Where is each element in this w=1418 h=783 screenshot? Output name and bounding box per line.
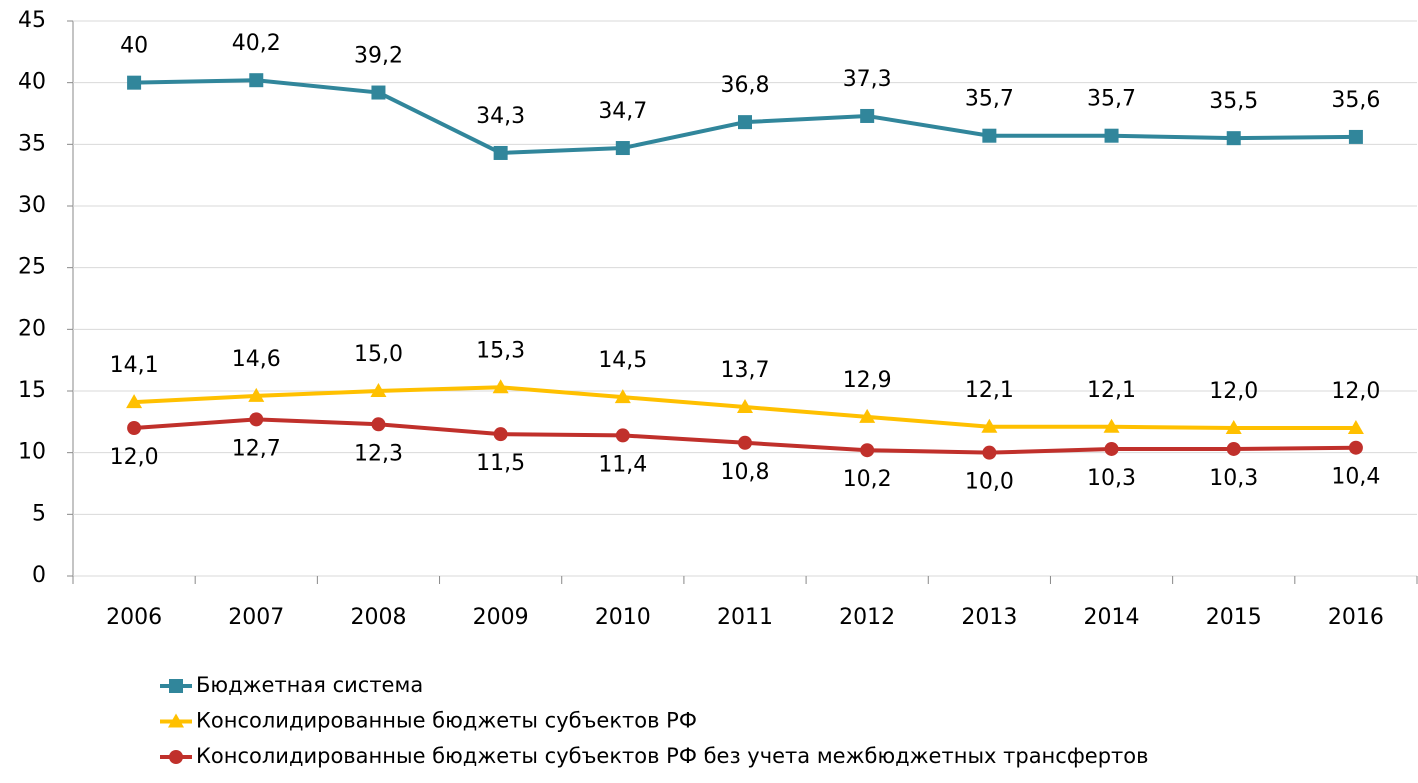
data-label: 39,2: [354, 44, 403, 69]
marker: [493, 427, 508, 442]
marker: [859, 408, 876, 423]
data-label: 40: [120, 34, 148, 59]
marker: [371, 85, 386, 100]
y-tick-label: 10: [18, 440, 46, 465]
marker: [737, 399, 753, 414]
data-label: 14,6: [232, 347, 281, 372]
legend-label: Консолидированные бюджеты субъектов РФ: [196, 709, 697, 733]
x-tick-label: 2013: [961, 605, 1017, 630]
data-label: 12,0: [1331, 379, 1380, 404]
y-tick-label: 30: [18, 193, 46, 218]
data-label: 12,7: [232, 436, 281, 461]
marker: [981, 418, 998, 433]
marker: [1347, 420, 1364, 434]
marker: [493, 145, 508, 160]
x-tick-label: 2014: [1084, 605, 1140, 630]
marker: [738, 435, 752, 450]
y-tick-label: 15: [18, 378, 46, 403]
data-label: 12,9: [843, 368, 892, 393]
data-label: 37,3: [843, 67, 892, 92]
marker: [127, 75, 142, 90]
y-tick-label: 45: [18, 8, 46, 33]
data-label: 10,8: [721, 460, 770, 485]
x-tick-label: 2015: [1206, 605, 1262, 630]
y-tick-label: 25: [18, 255, 46, 280]
data-label: 12,0: [110, 445, 159, 470]
x-tick-label: 2010: [595, 605, 651, 630]
marker: [370, 383, 387, 397]
marker: [615, 428, 630, 443]
marker: [492, 379, 509, 394]
y-tick-label: 5: [32, 501, 46, 526]
data-label: 12,3: [354, 441, 403, 466]
data-label: 34,3: [476, 104, 525, 129]
data-label: 12,1: [1087, 378, 1136, 403]
data-label: 14,5: [598, 348, 647, 373]
marker: [1104, 441, 1119, 456]
marker: [249, 73, 264, 88]
data-label: 35,7: [965, 87, 1014, 112]
x-tick-label: 2016: [1328, 605, 1384, 630]
marker: [615, 141, 630, 156]
data-label: 10,0: [965, 470, 1014, 495]
marker: [1103, 418, 1120, 433]
data-label: 10,4: [1331, 465, 1380, 490]
data-label: 15,0: [354, 342, 403, 367]
data-label: 11,5: [476, 451, 525, 476]
x-tick-label: 2007: [228, 605, 284, 630]
marker: [126, 394, 143, 409]
marker: [1226, 441, 1241, 456]
marker: [982, 445, 997, 460]
marker: [1104, 128, 1119, 143]
data-label: 35,6: [1331, 88, 1380, 113]
marker: [248, 387, 265, 402]
marker: [738, 115, 752, 130]
x-tick-label: 2008: [350, 605, 406, 630]
legend-label: Бюджетная система: [196, 673, 423, 697]
marker: [614, 389, 631, 404]
marker: [169, 750, 183, 764]
data-label: 10,3: [1209, 466, 1258, 491]
y-tick-label: 40: [18, 70, 46, 95]
legend-label: Консолидированные бюджеты субъектов РФ б…: [196, 744, 1149, 768]
data-label: 11,4: [598, 452, 647, 477]
marker: [1348, 129, 1363, 144]
x-tick-label: 2012: [839, 605, 895, 630]
y-tick-label: 0: [32, 563, 46, 588]
x-tick-label: 2006: [106, 605, 162, 630]
marker: [169, 679, 183, 693]
y-tick-label: 35: [18, 131, 46, 156]
marker: [1225, 420, 1242, 434]
x-tick-label: 2011: [717, 605, 773, 630]
data-label: 15,3: [476, 338, 525, 363]
data-label: 12,0: [1209, 379, 1258, 404]
data-label: 35,5: [1209, 89, 1258, 114]
marker: [1348, 440, 1363, 455]
marker: [249, 412, 264, 427]
data-label: 40,2: [232, 31, 281, 56]
marker: [860, 443, 875, 458]
data-label: 10,2: [843, 467, 892, 492]
marker: [860, 108, 875, 123]
data-label: 10,3: [1087, 466, 1136, 491]
marker: [127, 421, 142, 435]
marker: [168, 713, 184, 728]
x-tick-label: 2009: [473, 605, 529, 630]
data-label: 35,7: [1087, 87, 1136, 112]
y-tick-label: 20: [18, 316, 46, 341]
legend: Бюджетная система Консолидированные бюдже…: [160, 673, 1149, 768]
data-label: 36,8: [721, 73, 770, 98]
marker: [371, 417, 386, 432]
data-label: 34,7: [598, 99, 647, 124]
marker: [1226, 131, 1241, 146]
data-label: 13,7: [721, 358, 770, 383]
data-label: 12,1: [965, 378, 1014, 403]
data-label: 14,1: [110, 353, 159, 378]
marker: [982, 128, 997, 143]
